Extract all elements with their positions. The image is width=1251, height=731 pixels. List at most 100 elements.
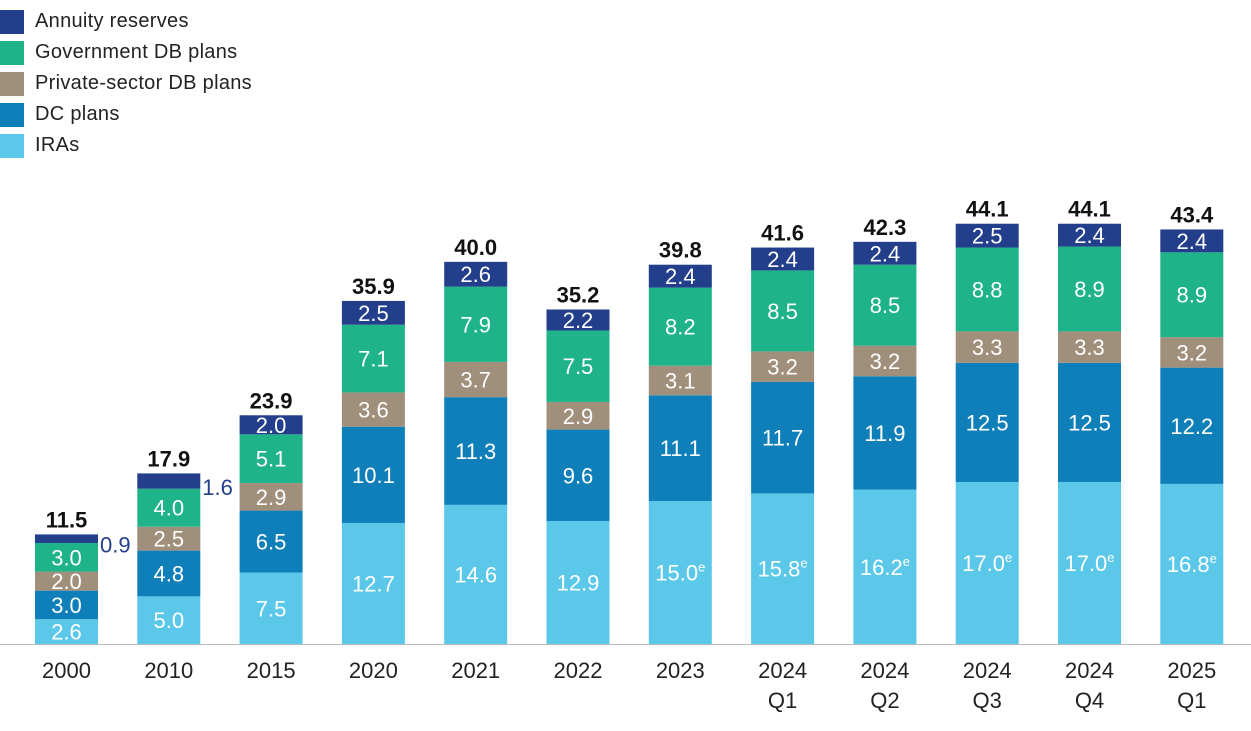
bar-segment-iras (546, 521, 610, 644)
data-label-iras: 15.8e (758, 556, 808, 582)
bar-stack-2021: 14.6 11.3 3.7 7.9 2.640.0 (444, 235, 508, 644)
data-label-private-sector-db-plans: 3.2 (767, 355, 798, 380)
data-label-government-db-plans: 4.0 (154, 496, 185, 521)
data-label-private-sector-db-plans: 2.9 (563, 404, 594, 429)
bar-segment-private-sector-db-plans (1160, 337, 1224, 368)
legend-label: Annuity reserves (35, 10, 189, 32)
bar-segment-dc-plans (955, 362, 1019, 482)
bar-segment-private-sector-db-plans (444, 361, 508, 398)
data-label-iras: 5.0 (154, 608, 185, 633)
bar-segment-annuity-reserves (648, 264, 712, 288)
bar-segment-government-db-plans (137, 488, 201, 527)
legend-swatch (0, 71, 24, 96)
legend-label: DC plans (35, 103, 120, 125)
bar-segment-annuity-reserves (1160, 229, 1224, 253)
x-tick-label: 2015 (247, 658, 296, 683)
bar-stack-2024-q3: 17.0e 12.5 3.3 8.8 2.544.1 (955, 197, 1019, 644)
data-label-iras: 17.0e (962, 550, 1012, 576)
legend-item-iras: IRAs (0, 130, 252, 161)
x-tick-label: 2025 Q1 (1167, 658, 1216, 713)
bar-segment-private-sector-db-plans (751, 351, 815, 382)
data-label-annuity-reserves: 1.6 (202, 475, 233, 500)
data-label-annuity-reserves: 2.4 (870, 241, 901, 266)
bar-segment-dc-plans (546, 429, 610, 522)
bar-segment-private-sector-db-plans (1058, 331, 1121, 363)
bar-segment-iras (648, 501, 712, 644)
bar-stack-2023: 15.0e 11.1 3.1 8.2 2.439.8 (648, 238, 712, 644)
bar-segment-dc-plans (444, 397, 508, 505)
bar-segment-iras (137, 596, 201, 644)
bar-segment-annuity-reserves (137, 473, 201, 489)
bar-segment-annuity-reserves (444, 261, 508, 287)
bar-segment-government-db-plans (955, 247, 1019, 332)
bar-segment-iras (444, 504, 508, 644)
bar-segment-government-db-plans (1058, 246, 1121, 332)
legend-item-government-db-plans: Government DB plans (0, 37, 252, 68)
bar-segment-annuity-reserves (853, 241, 917, 265)
legend-item-annuity-reserves: Annuity reserves (0, 6, 252, 37)
data-label-annuity-reserves: 2.5 (972, 224, 1003, 249)
x-tick-label: 2021 (451, 658, 500, 683)
bar-segment-government-db-plans (341, 324, 405, 393)
x-tick-label: 2010 (144, 658, 193, 683)
bar-segment-annuity-reserves (955, 223, 1019, 248)
bar-segment-dc-plans (239, 510, 303, 573)
data-label-iras: 12.7 (352, 571, 395, 596)
bar-segment-annuity-reserves (341, 300, 405, 325)
bar-segment-government-db-plans (853, 264, 917, 346)
bar-segment-private-sector-db-plans (35, 571, 98, 591)
legend: Annuity reserves Government DB plans Priva… (0, 6, 252, 161)
bar-segment-dc-plans (35, 590, 98, 620)
bar-stack-2020: 12.7 10.1 3.6 7.1 2.535.9 (341, 274, 405, 644)
data-label-government-db-plans: 8.9 (1177, 283, 1208, 308)
data-label-annuity-reserves: 2.4 (767, 247, 798, 272)
bar-segment-iras (853, 489, 917, 644)
bar-segment-government-db-plans (444, 286, 508, 362)
bar-segment-government-db-plans (239, 434, 303, 483)
total-label: 43.4 (1170, 202, 1214, 227)
data-label-private-sector-db-plans: 3.2 (870, 349, 901, 374)
data-label-iras: 7.5 (256, 596, 287, 621)
data-label-iras: 14.6 (454, 562, 497, 587)
total-label: 35.2 (557, 282, 600, 307)
bar-segment-dc-plans (648, 395, 712, 502)
bar-segment-iras (751, 493, 815, 644)
bar-segment-government-db-plans (1160, 252, 1224, 338)
data-label-annuity-reserves: 2.2 (563, 308, 594, 333)
total-label: 40.0 (454, 235, 497, 260)
bar-segment-government-db-plans (35, 542, 98, 572)
data-label-iras: 2.6 (51, 620, 82, 645)
data-label-private-sector-db-plans: 3.1 (665, 368, 696, 393)
data-label-private-sector-db-plans: 3.2 (1177, 340, 1208, 365)
x-tick-label: 2024 Q3 (963, 658, 1012, 713)
bar-stack-2015: 7.5 6.5 2.9 5.1 2.023.9 (239, 388, 303, 644)
data-label-iras: 16.2e (860, 554, 910, 580)
total-label: 23.9 (250, 388, 293, 413)
total-label: 17.9 (147, 446, 190, 471)
data-label-private-sector-db-plans: 3.7 (460, 368, 491, 393)
data-label-government-db-plans: 8.5 (767, 299, 798, 324)
bar-segment-annuity-reserves (546, 309, 610, 331)
bar-segment-private-sector-db-plans (853, 345, 917, 377)
bar-segment-dc-plans (137, 550, 201, 597)
data-label-government-db-plans: 5.1 (256, 447, 287, 472)
legend-item-private-sector-db-plans: Private-sector DB plans (0, 68, 252, 99)
data-label-private-sector-db-plans: 3.6 (358, 398, 389, 423)
bar-segment-government-db-plans (546, 330, 610, 402)
data-label-private-sector-db-plans: 3.3 (1074, 335, 1105, 360)
bar-segment-dc-plans (341, 426, 405, 523)
bar-segment-iras (341, 522, 405, 644)
data-label-dc-plans: 6.5 (256, 530, 287, 555)
data-label-government-db-plans: 7.9 (460, 312, 491, 337)
data-label-iras: 12.9 (557, 571, 600, 596)
bar-segment-private-sector-db-plans (546, 401, 610, 430)
total-label: 44.1 (1068, 197, 1111, 222)
bar-segment-government-db-plans (751, 270, 815, 352)
bar-stack-2025-q1: 16.8e 12.2 3.2 8.9 2.443.4 (1160, 202, 1224, 644)
bar-segment-private-sector-db-plans (239, 482, 303, 511)
data-label-private-sector-db-plans: 2.9 (256, 485, 287, 510)
total-label: 39.8 (659, 238, 702, 263)
data-label-iras: 15.0e (655, 560, 705, 586)
data-label-annuity-reserves: 2.4 (1177, 229, 1208, 254)
